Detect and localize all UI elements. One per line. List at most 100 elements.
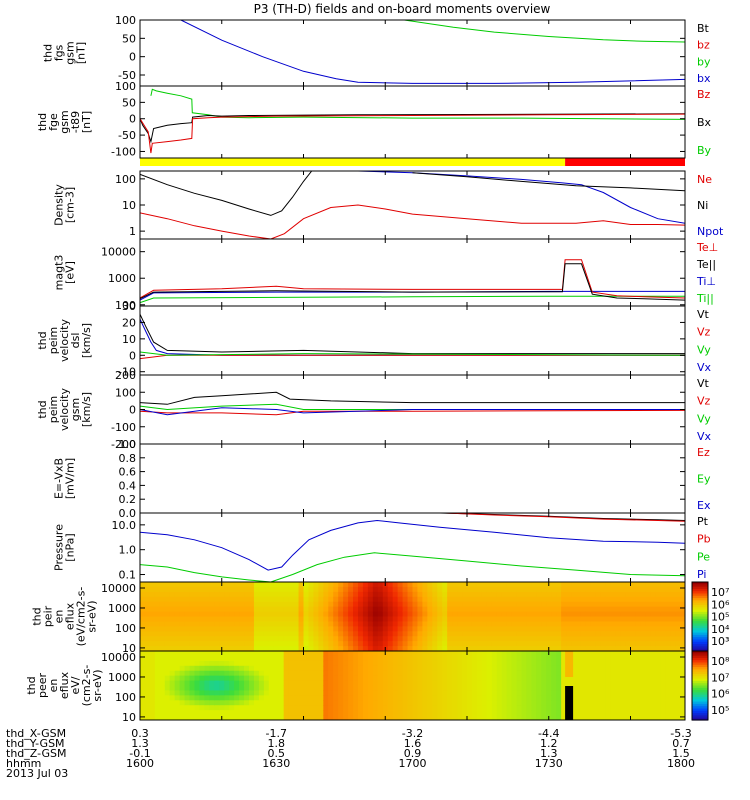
spectrogram-cell bbox=[209, 715, 215, 720]
spectrogram-cell bbox=[635, 655, 642, 662]
spectrogram-cell bbox=[442, 665, 448, 672]
spectrogram-cell bbox=[149, 715, 156, 720]
colorbar-cell bbox=[692, 609, 708, 613]
spectrogram-cell bbox=[194, 655, 201, 662]
spectrogram-cell bbox=[467, 636, 473, 642]
spectrogram-cell bbox=[392, 591, 399, 598]
spectrogram-cell bbox=[273, 700, 280, 706]
spectrogram-cell bbox=[655, 631, 661, 637]
y-tick-label: 10000 bbox=[101, 246, 136, 259]
spectrogram-cell bbox=[343, 611, 349, 618]
spectrogram-cell bbox=[452, 700, 458, 706]
spectrogram-cell bbox=[214, 651, 220, 657]
spectrogram-cell bbox=[333, 611, 339, 618]
y-tick-label: 0 bbox=[129, 349, 136, 362]
spectrogram-cell bbox=[308, 631, 315, 637]
spectrogram-cell bbox=[338, 606, 344, 613]
spectrogram-cell bbox=[452, 646, 458, 651]
spectrogram-cell bbox=[397, 700, 404, 706]
y-tick-label: 100 bbox=[115, 14, 136, 27]
spectrogram-cell bbox=[179, 715, 186, 720]
spectrogram-cell bbox=[536, 660, 542, 667]
spectrogram-cell bbox=[650, 582, 656, 588]
spectrogram-cell bbox=[680, 685, 685, 692]
spectrogram-cell bbox=[377, 582, 384, 588]
spectrogram-cell bbox=[313, 606, 319, 613]
spectrogram-cell bbox=[437, 700, 443, 706]
x-row-value: 1800 bbox=[667, 757, 695, 770]
spectrogram-cell bbox=[224, 710, 230, 716]
x-row-value: 1630 bbox=[262, 757, 290, 770]
spectrogram-cell bbox=[392, 636, 399, 642]
spectrogram-cell bbox=[362, 611, 369, 618]
spectrogram-cell bbox=[234, 641, 240, 647]
spectrogram-p9 bbox=[140, 582, 685, 651]
spectrogram-cell bbox=[566, 596, 572, 603]
spectrogram-cell bbox=[362, 616, 369, 623]
spectrogram-cell bbox=[263, 596, 270, 603]
spectrogram-cell bbox=[427, 670, 433, 677]
spectrogram-cell bbox=[625, 715, 632, 720]
spectrogram-cell bbox=[249, 601, 255, 608]
spectrogram-cell bbox=[590, 700, 597, 706]
spectrogram-cell bbox=[179, 660, 186, 667]
spectrogram-cell bbox=[640, 700, 646, 706]
spectrogram-cell bbox=[387, 582, 394, 588]
spectrogram-cell bbox=[486, 651, 493, 657]
spectrogram-cell bbox=[462, 670, 468, 677]
spectrogram-cell bbox=[219, 641, 225, 647]
spectrogram-cell bbox=[298, 641, 305, 647]
spectrogram-cell bbox=[169, 636, 176, 642]
spectrogram-cell bbox=[566, 636, 572, 642]
spectrogram-cell bbox=[234, 665, 240, 672]
spectrogram-cell bbox=[442, 582, 448, 588]
spectrogram-cell bbox=[154, 601, 161, 608]
spectrogram-cell bbox=[318, 665, 324, 672]
spectrogram-cell bbox=[219, 685, 225, 692]
spectrogram-cell bbox=[660, 641, 666, 647]
spectrogram-cell bbox=[239, 695, 245, 701]
spectrogram-cell bbox=[516, 646, 523, 651]
spectrogram-cell bbox=[576, 641, 582, 647]
spectrogram-cell bbox=[650, 621, 656, 627]
spectrogram-cell bbox=[486, 715, 493, 720]
spectrogram-cell bbox=[655, 591, 661, 598]
spectrogram-cell bbox=[496, 616, 503, 623]
spectrogram-cell bbox=[605, 685, 612, 692]
spectrogram-cell bbox=[263, 611, 270, 618]
spectrogram-cell bbox=[447, 606, 453, 613]
spectrogram-cell bbox=[343, 715, 349, 720]
spectrogram-cell bbox=[224, 646, 230, 651]
spectrogram-cell bbox=[526, 606, 533, 613]
spectrogram-cell bbox=[164, 705, 171, 711]
spectrogram-cell bbox=[253, 690, 260, 696]
spectrogram-cell bbox=[680, 591, 685, 598]
spectrogram-cell bbox=[546, 695, 552, 701]
spectrogram-cell bbox=[615, 690, 622, 696]
spectrogram-cell bbox=[437, 665, 443, 672]
x-row-label: thd_Y-GSM bbox=[6, 737, 65, 750]
spectrogram-cell bbox=[184, 655, 191, 662]
spectrogram-cell bbox=[432, 636, 438, 642]
spectrogram-cell bbox=[377, 621, 384, 627]
spectrogram-cell bbox=[462, 591, 468, 598]
spectrogram-cell bbox=[348, 606, 354, 613]
spectrogram-cell bbox=[561, 582, 567, 588]
spectrogram-cell bbox=[546, 621, 552, 627]
spectrogram-cell bbox=[313, 675, 319, 682]
spectrogram-cell bbox=[303, 636, 310, 642]
spectrogram-cell bbox=[283, 606, 290, 613]
spectrogram-cell bbox=[536, 651, 542, 657]
spectrogram-cell bbox=[144, 685, 151, 692]
spectrogram-cell bbox=[506, 705, 513, 711]
spectrogram-cell bbox=[353, 606, 359, 613]
spectrogram-cell bbox=[427, 675, 433, 682]
spectrogram-cell bbox=[496, 646, 503, 651]
spectrogram-cell bbox=[333, 646, 339, 651]
spectrogram-cell bbox=[610, 621, 617, 627]
spectrogram-cell bbox=[670, 690, 676, 696]
spectrogram-cell bbox=[338, 636, 344, 642]
spectrogram-cell bbox=[422, 606, 428, 613]
spectrogram-cell bbox=[511, 700, 518, 706]
spectrogram-cell bbox=[595, 586, 602, 593]
